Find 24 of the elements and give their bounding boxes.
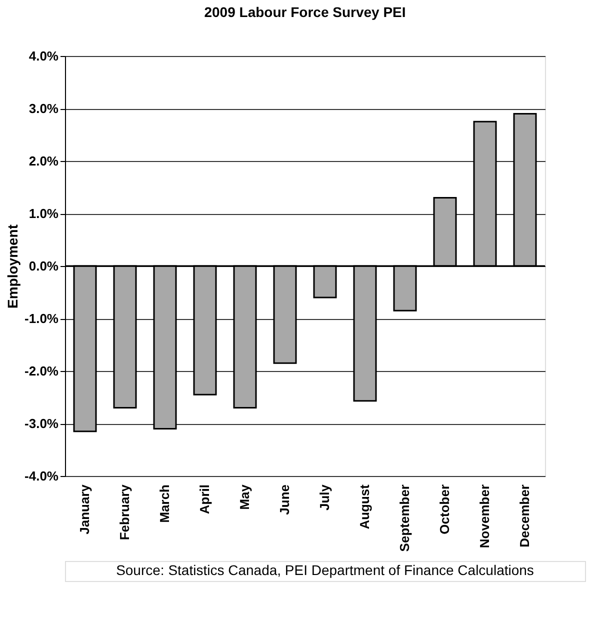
y-tick-label: -4.0% — [24, 468, 59, 484]
y-tick-label: 1.0% — [28, 206, 59, 221]
y-axis-title: Employment — [4, 224, 21, 309]
x-tick-label: January — [77, 484, 92, 534]
x-tick-label: December — [517, 484, 532, 548]
y-tick-label: -3.0% — [24, 416, 59, 431]
x-tick-label: September — [397, 484, 412, 552]
x-tick-label: March — [157, 484, 172, 523]
y-tick-label: 2.0% — [28, 154, 59, 168]
y-tick-label: -2.0% — [24, 364, 59, 378]
x-tick-label: June — [277, 484, 292, 515]
y-tick-label: 0.0% — [28, 258, 59, 274]
y-tick-label: 3.0% — [28, 101, 59, 116]
source-note: Source: Statistics Canada, PEI Department of Finance Calculations — [116, 562, 534, 578]
x-tick-label: February — [117, 484, 132, 540]
x-tick-label: August — [357, 484, 372, 530]
x-tick-label: July — [317, 484, 332, 511]
x-tick-label: May — [237, 484, 252, 510]
x-tick-label: November — [477, 484, 492, 548]
x-tick-label: April — [197, 484, 212, 514]
chart-title: 2009 Labour Force Survey PEI — [204, 4, 406, 20]
x-tick-label: October — [437, 484, 452, 534]
y-tick-label: 4.0% — [28, 48, 59, 64]
y-tick-label: -1.0% — [24, 311, 59, 326]
